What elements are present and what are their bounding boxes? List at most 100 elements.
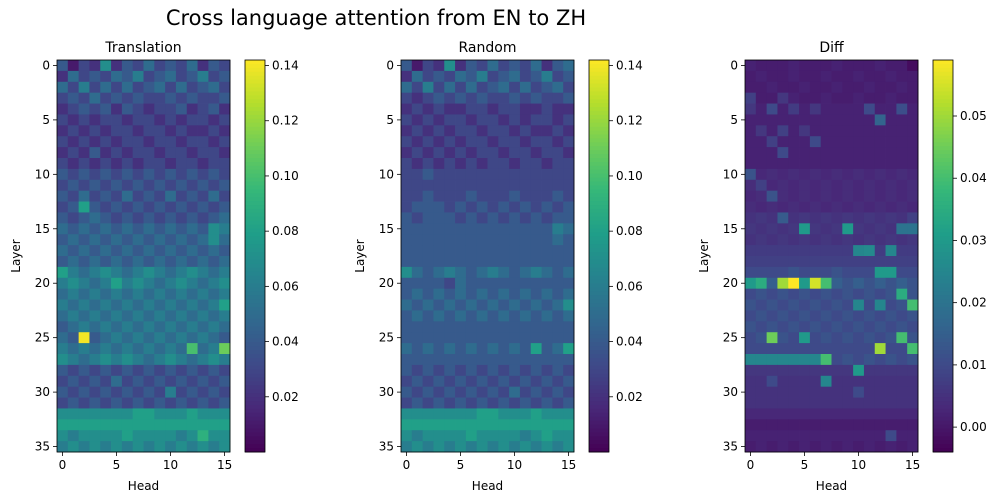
heatmap-cell (766, 147, 778, 159)
heatmap-cell (401, 397, 413, 409)
heatmap-cell (799, 245, 811, 257)
colorbar-segment (933, 71, 953, 77)
heatmap-cell (476, 299, 488, 311)
colorbar-segment (245, 271, 265, 277)
heatmap-cell (78, 125, 90, 137)
heatmap-cell (165, 234, 177, 246)
heatmap-cell (444, 408, 456, 420)
heatmap-cell (67, 343, 80, 355)
heatmap-cell (509, 299, 521, 311)
heatmap-cell (132, 419, 144, 431)
heatmap-cell (874, 168, 886, 181)
x-tick-label: 5 (801, 458, 809, 472)
heatmap-cell (175, 419, 188, 431)
heatmap-cell (422, 245, 434, 257)
heatmap-cell (788, 212, 800, 224)
heatmap-cell (766, 245, 778, 257)
heatmap-cell (755, 343, 768, 355)
heatmap-cell (411, 168, 424, 181)
heatmap-cell (563, 441, 575, 453)
heatmap-cell (885, 245, 897, 257)
heatmap-cell (78, 277, 90, 290)
heatmap-cell (552, 245, 564, 257)
heatmap-cell (219, 201, 231, 213)
heatmap-cell (132, 60, 144, 72)
heatmap-cell (885, 92, 897, 104)
heatmap-cell (541, 245, 553, 257)
heatmap-cell (175, 310, 188, 322)
heatmap-cell (885, 114, 897, 126)
heatmap-cell (777, 81, 789, 94)
colorbar-segment (589, 263, 609, 269)
heatmap-cell (208, 299, 220, 311)
heatmap-cell (541, 92, 553, 104)
colorbar-tick-label: 0.08 (272, 224, 299, 238)
colorbar-segment (245, 99, 265, 104)
heatmap-cell (863, 364, 876, 377)
heatmap-cell (896, 136, 908, 148)
colorbar-tick-label: 0.00 (960, 420, 987, 434)
heatmap-cell (411, 386, 424, 398)
heatmap-cell (100, 114, 112, 126)
heatmap-cell (863, 408, 876, 420)
heatmap-cell (519, 386, 532, 398)
colorbar-segment (589, 91, 609, 96)
colorbar-segment (933, 240, 953, 245)
heatmap-cell (519, 103, 532, 115)
heatmap-cell (863, 136, 876, 148)
colorbar-segment (245, 197, 265, 202)
heatmap-cell (541, 364, 553, 377)
heatmap-cell (121, 430, 134, 442)
heatmap-cell (799, 179, 811, 192)
colorbar-segment (933, 161, 953, 167)
heatmap-cell (132, 310, 144, 322)
colorbar-segment (245, 236, 265, 241)
heatmap-cell (143, 441, 155, 453)
heatmap-cell (874, 310, 886, 322)
heatmap-cell (487, 81, 499, 94)
colorbar-segment (933, 75, 953, 81)
heatmap-cell (563, 299, 575, 311)
heatmap-cell (788, 190, 800, 202)
heatmap-cell (766, 321, 778, 333)
heatmap-cell (874, 245, 886, 257)
y-tick-label: 35 (723, 440, 738, 454)
heatmap-cell (809, 375, 822, 388)
heatmap-cell (422, 364, 434, 377)
heatmap-cell (165, 201, 177, 213)
heatmap-cell (411, 190, 424, 202)
heatmap-cell (766, 375, 778, 388)
heatmap-cell (67, 386, 80, 398)
colorbar-segment (589, 279, 609, 284)
heatmap-cell (885, 158, 897, 170)
heatmap-cell (154, 256, 166, 268)
heatmap-cell (154, 60, 166, 72)
heatmap-cell (401, 256, 413, 268)
colorbar-segment (933, 381, 953, 386)
heatmap-cell (197, 190, 209, 202)
heatmap-cell (896, 354, 908, 366)
heatmap-cell (143, 92, 155, 104)
heatmap-cell (433, 419, 445, 431)
heatmap-cell (509, 212, 521, 224)
heatmap-cell (530, 299, 542, 311)
heatmap-cell (519, 60, 532, 72)
heatmap-cell (874, 364, 886, 377)
heatmap-cell (455, 70, 467, 83)
heatmap-cell (766, 419, 778, 431)
axes-frame (744, 59, 919, 453)
heatmap-cell (831, 299, 843, 311)
heatmap-cell (78, 223, 90, 235)
heatmap-cell (498, 408, 510, 420)
heatmap-cell (57, 158, 69, 170)
heatmap-cell (121, 245, 134, 257)
heatmap-cell (907, 125, 919, 137)
heatmap-cell (143, 256, 155, 268)
heatmap-cell (57, 266, 69, 279)
heatmap-cell (208, 60, 220, 72)
heatmap-cell (154, 81, 166, 94)
heatmap-cell (820, 92, 832, 104)
colorbar-segment (933, 263, 953, 269)
colorbar-segment (589, 158, 609, 163)
heatmap-cell (842, 60, 854, 72)
